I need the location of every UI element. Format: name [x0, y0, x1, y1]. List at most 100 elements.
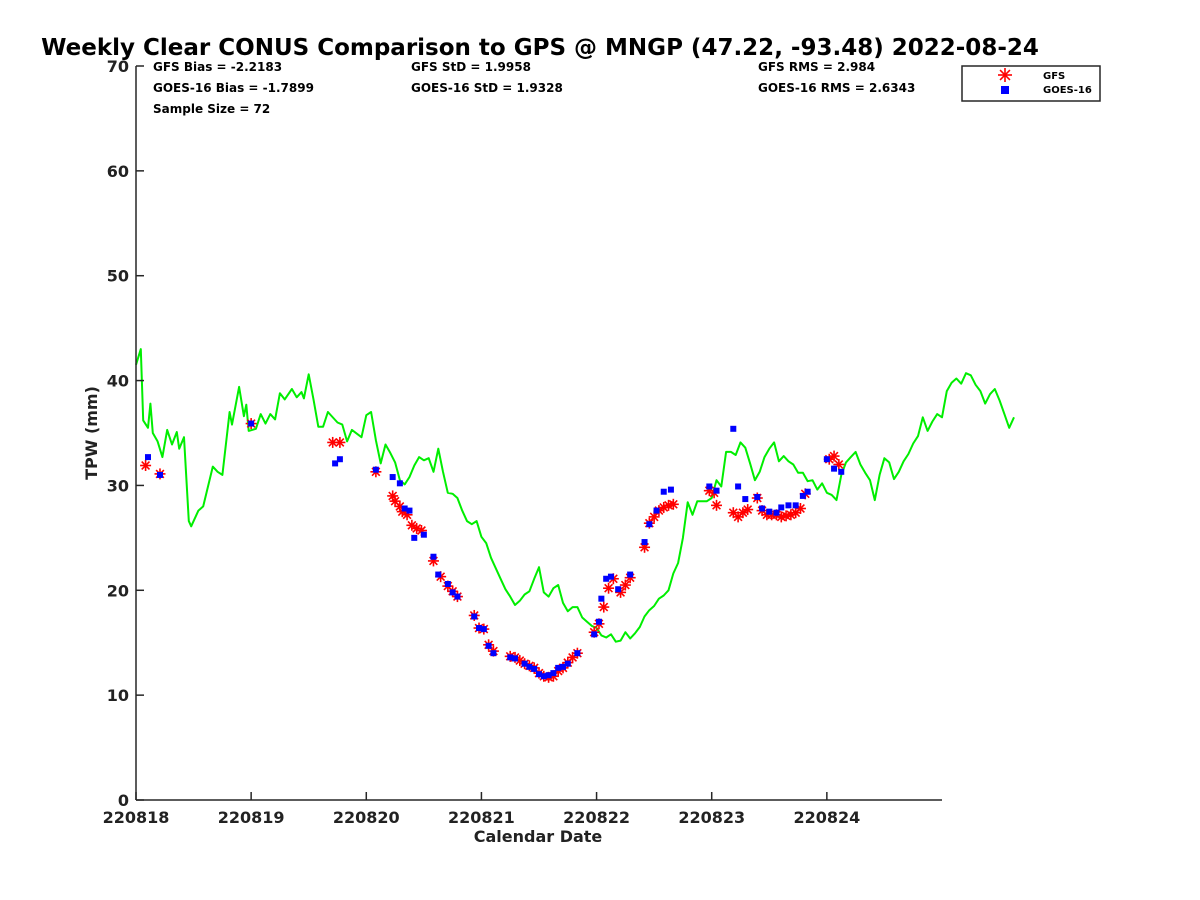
goes16-point	[799, 492, 806, 499]
goes16-point	[766, 508, 773, 515]
goes16-point	[531, 665, 538, 672]
goes16-point	[430, 553, 437, 560]
axes: 0 10 20 30 40 50 60 70 220818 220819 220820 220821…	[103, 57, 942, 827]
goes16-point	[480, 626, 487, 633]
y-axis-ticks: 0 10 20 30 40 50 60 70	[107, 57, 144, 810]
gfs-point	[603, 582, 615, 594]
goes16-point	[396, 480, 403, 487]
goes16-point	[485, 642, 492, 649]
legend-box	[961, 65, 1101, 102]
x-tick-label: 220820	[333, 808, 400, 827]
goes16-point	[435, 571, 442, 578]
goes16-point	[759, 505, 766, 512]
x-tick-label: 220819	[218, 808, 285, 827]
goes16-point	[555, 664, 562, 671]
goes-bias-text: GOES-16 Bias = -1.7899	[153, 81, 314, 95]
y-tick-label: 30	[107, 476, 129, 495]
x-tick-label: 220821	[448, 808, 515, 827]
goes16-point	[411, 534, 418, 541]
goes16-point	[476, 625, 483, 632]
goes16-point	[372, 466, 379, 473]
goes16-point	[444, 580, 451, 587]
goes16-point	[785, 502, 792, 509]
goes16-point	[420, 531, 427, 538]
goes16-point	[490, 650, 497, 657]
sample-size-text: Sample Size = 72	[153, 102, 270, 116]
goes16-point	[603, 575, 610, 582]
x-tick-label: 220823	[678, 808, 745, 827]
goes16-point	[838, 468, 845, 475]
goes16-point	[646, 521, 653, 528]
goes16-point	[471, 613, 478, 620]
goes16-point	[521, 660, 528, 667]
goes16-point	[248, 420, 255, 427]
goes16-point	[574, 650, 581, 657]
plot-area	[135, 348, 1015, 683]
goes16-point	[598, 595, 605, 602]
x-tick-label: 220818	[103, 808, 170, 827]
x-tick-label: 220824	[793, 808, 860, 827]
goes16-point	[156, 471, 163, 478]
gfs-point	[619, 579, 631, 591]
goes16-point	[627, 571, 634, 578]
goes16-point	[713, 487, 720, 494]
gfs-point	[598, 601, 610, 613]
gfs-series	[140, 418, 845, 683]
goes16-point	[754, 493, 761, 500]
y-tick-label: 60	[107, 162, 129, 181]
legend-goes-label: GOES-16	[1043, 85, 1092, 96]
legend-gfs-marker	[998, 68, 1012, 82]
goes16-point	[595, 618, 602, 625]
goes16-point	[144, 454, 151, 461]
goes16-point	[591, 631, 598, 638]
y-tick-label: 50	[107, 267, 129, 286]
y-tick-label: 40	[107, 372, 129, 391]
goes16-point	[545, 672, 552, 679]
gfs-point	[742, 504, 754, 516]
gps-line	[135, 348, 1015, 643]
goes16-point	[540, 673, 547, 680]
goes16-point	[336, 456, 343, 463]
goes16-point	[449, 589, 456, 596]
goes16-point	[773, 509, 780, 516]
goes16-point	[823, 456, 830, 463]
goes16-series	[144, 420, 845, 680]
x-axis-label: Calendar Date	[474, 827, 603, 846]
goes16-point	[389, 474, 396, 481]
goes16-point	[804, 488, 811, 495]
legend: GFS GOES-16	[961, 65, 1101, 102]
goes16-point	[607, 573, 614, 580]
goes16-point	[526, 663, 533, 670]
y-axis-label: TPW (mm)	[82, 386, 101, 480]
goes16-point	[564, 660, 571, 667]
legend-gfs-asterisk	[998, 68, 1012, 82]
gps-line-series	[135, 348, 1015, 643]
goes-std-text: GOES-16 StD = 1.9328	[411, 81, 563, 95]
goes16-point	[615, 586, 622, 593]
goes16-point	[641, 539, 648, 546]
gfs-point	[794, 502, 806, 514]
y-tick-label: 20	[107, 581, 129, 600]
stats-block: GFS Bias = -2.2183 GOES-16 Bias = -1.789…	[153, 60, 915, 116]
goes16-point	[667, 486, 674, 493]
gfs-point	[334, 436, 346, 448]
goes16-point	[735, 483, 742, 490]
goes16-point	[831, 465, 838, 472]
gfs-point	[667, 498, 679, 510]
gfs-point	[389, 495, 401, 507]
goes16-point	[507, 654, 514, 661]
goes-rms-text: GOES-16 RMS = 2.6343	[758, 81, 915, 95]
gfs-point	[140, 460, 152, 472]
goes16-point	[730, 425, 737, 432]
goes16-point	[536, 671, 542, 678]
gfs-rms-text: GFS RMS = 2.984	[758, 60, 875, 74]
goes16-point	[332, 460, 339, 467]
goes16-point	[660, 488, 667, 495]
gfs-std-text: GFS StD = 1.9958	[411, 60, 531, 74]
y-tick-label: 10	[107, 686, 129, 705]
legend-gfs-label: GFS	[1043, 71, 1065, 82]
goes16-point	[653, 507, 660, 514]
gfs-point	[828, 450, 840, 462]
y-tick-label: 0	[118, 791, 129, 810]
